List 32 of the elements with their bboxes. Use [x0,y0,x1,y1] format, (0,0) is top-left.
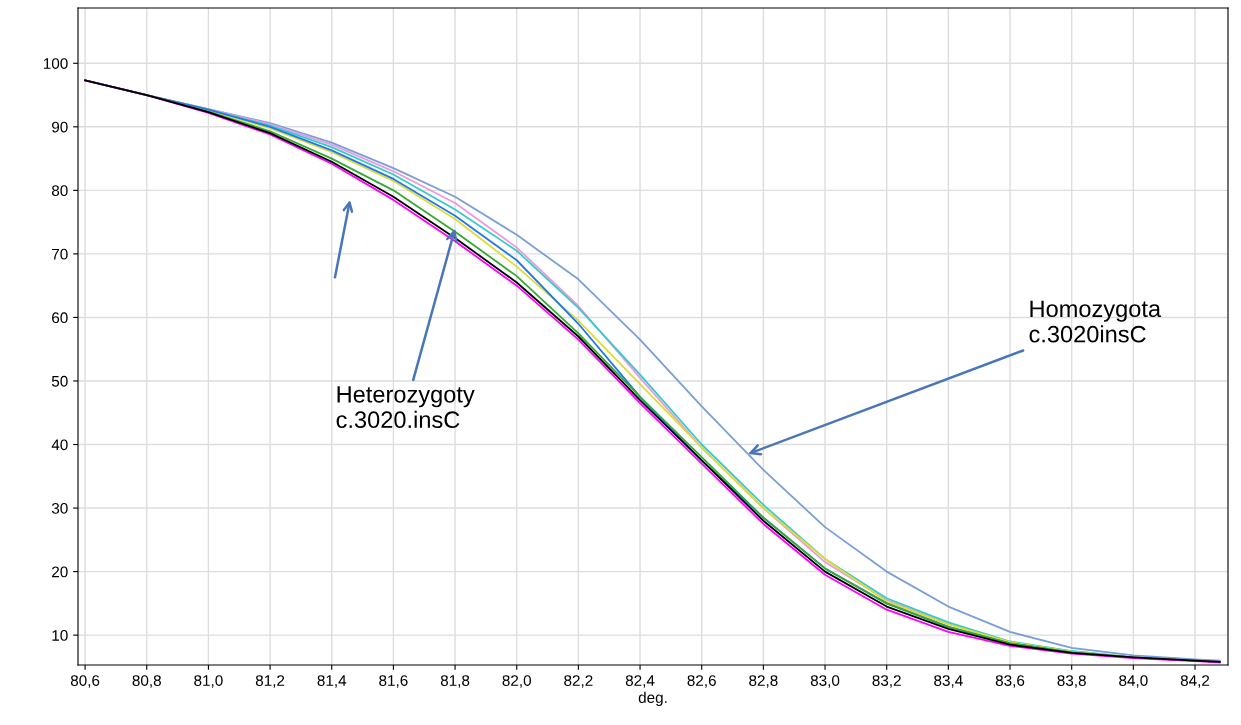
x-tick-label: 82,0 [502,675,531,688]
y-tick-label: 100 [43,58,68,69]
y-tick-label: 40 [51,439,68,451]
x-tick-label: 83,6 [995,675,1025,688]
x-tick-label: 81,6 [379,675,408,688]
x-tick-label: 84,2 [1180,675,1210,688]
x-tick-label: 80,8 [132,675,161,688]
x-tick-label: 80,6 [70,675,100,688]
x-tick-label: 84,0 [1119,675,1148,688]
y-tick-label: 60 [52,312,68,324]
annotation: Homozygota c.3020insC [1029,300,1162,343]
y-tick-label: 20 [52,566,68,578]
x-tick-label: 82,2 [564,675,593,688]
y-tick-label: 50 [51,375,68,387]
y-tick-label: 90 [52,121,68,133]
x-tick-label: 81,0 [194,675,223,688]
x-tick-label: 82,6 [687,675,716,688]
x-tick-label: 83,8 [1057,675,1086,688]
x-axis-title: deg. [638,691,667,706]
y-tick-label: 30 [51,502,68,514]
x-tick-label: 81,4 [317,675,347,688]
x-tick-label: 81,2 [255,675,285,688]
x-tick-label: 83,0 [810,675,840,688]
x-tick-label: 81,8 [440,675,470,688]
y-tick-label: 80 [51,185,68,197]
x-tick-label: 83,4 [934,675,963,688]
annotation: Heterozygoty c.3020.insC [336,386,475,429]
y-tick-label: 70 [52,248,68,260]
x-tick-label: 82,8 [749,675,778,688]
x-tick-label: 82,4 [625,675,655,688]
y-tick-label: 10 [52,630,68,641]
x-tick-label: 83,2 [872,675,901,688]
